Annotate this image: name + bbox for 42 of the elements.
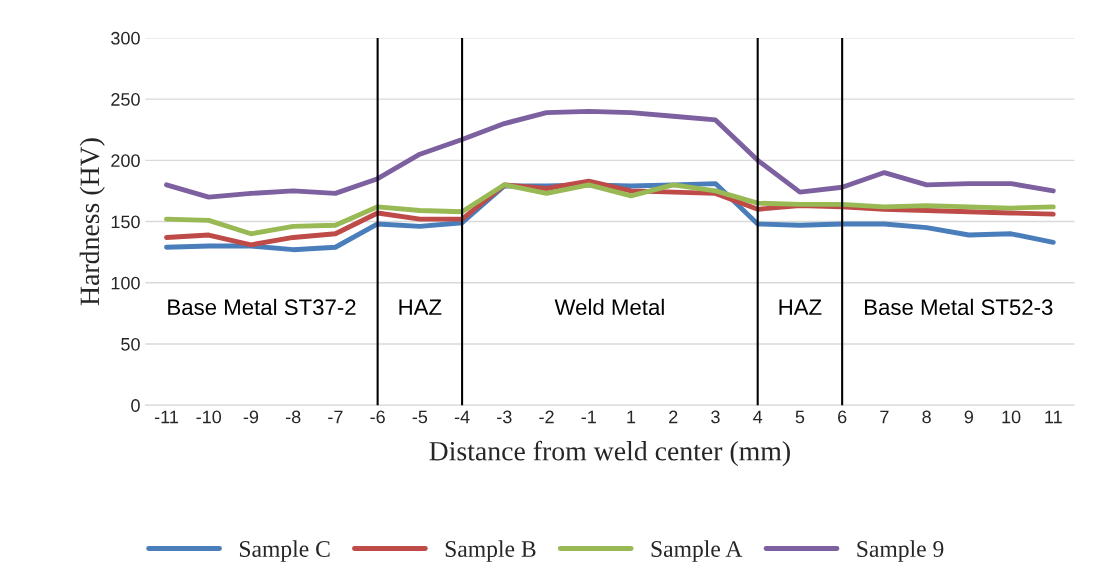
- x-tick-label: 5: [795, 410, 805, 424]
- x-tick-label: -9: [243, 410, 259, 424]
- x-tick-label: -4: [454, 410, 470, 424]
- x-tick-label: 2: [669, 410, 678, 424]
- x-tick-label: 7: [880, 410, 889, 424]
- x-tick-label: 9: [964, 410, 974, 424]
- x-tick-label: -3: [497, 410, 512, 424]
- y-tick-label: 200: [111, 154, 140, 168]
- x-tick-label: 10: [1002, 410, 1021, 424]
- y-tick-label: 0: [131, 399, 140, 412]
- x-tick-label: -10: [196, 410, 222, 424]
- x-tick-label: -11: [154, 410, 178, 424]
- x-tick-label: -1: [581, 410, 596, 424]
- y-tick-label: 50: [121, 337, 140, 351]
- y-tick-label: 300: [111, 31, 140, 45]
- line-series: [164, 108, 1056, 200]
- y-axis-title: Hardness (HV): [79, 138, 105, 306]
- x-tick-label: -2: [539, 410, 554, 424]
- x-tick-label: -7: [328, 410, 343, 424]
- x-tick-label: 4: [753, 410, 763, 424]
- x-tick-label: 8: [922, 410, 931, 424]
- legend-label: Sample C: [239, 540, 330, 562]
- y-tick-label: 150: [111, 215, 140, 229]
- x-tick-label: -8: [285, 410, 301, 424]
- legend-label: Sample A: [651, 540, 743, 562]
- legend-label: Sample B: [445, 540, 536, 562]
- x-tick-label: 11: [1045, 410, 1062, 424]
- x-tick-label: 1: [627, 410, 636, 424]
- annotation: HAZ: [399, 299, 442, 315]
- x-tick-label: -5: [412, 410, 428, 424]
- x-tick-label: -6: [370, 410, 385, 424]
- annotation: Base Metal ST37-2: [168, 298, 356, 316]
- annotation: HAZ: [779, 299, 822, 315]
- legend-label: Sample 9: [857, 540, 944, 562]
- x-axis-title: Distance from weld center (mm): [429, 440, 790, 467]
- line-series: [164, 182, 1056, 237]
- x-tick-label: 6: [838, 410, 847, 424]
- annotation: Weld Metal: [554, 298, 664, 316]
- y-tick-label: 250: [111, 93, 140, 106]
- x-tick-label: 3: [711, 410, 720, 424]
- annotation: Base Metal ST52-3: [865, 298, 1053, 316]
- y-tick-label: 100: [111, 276, 140, 290]
